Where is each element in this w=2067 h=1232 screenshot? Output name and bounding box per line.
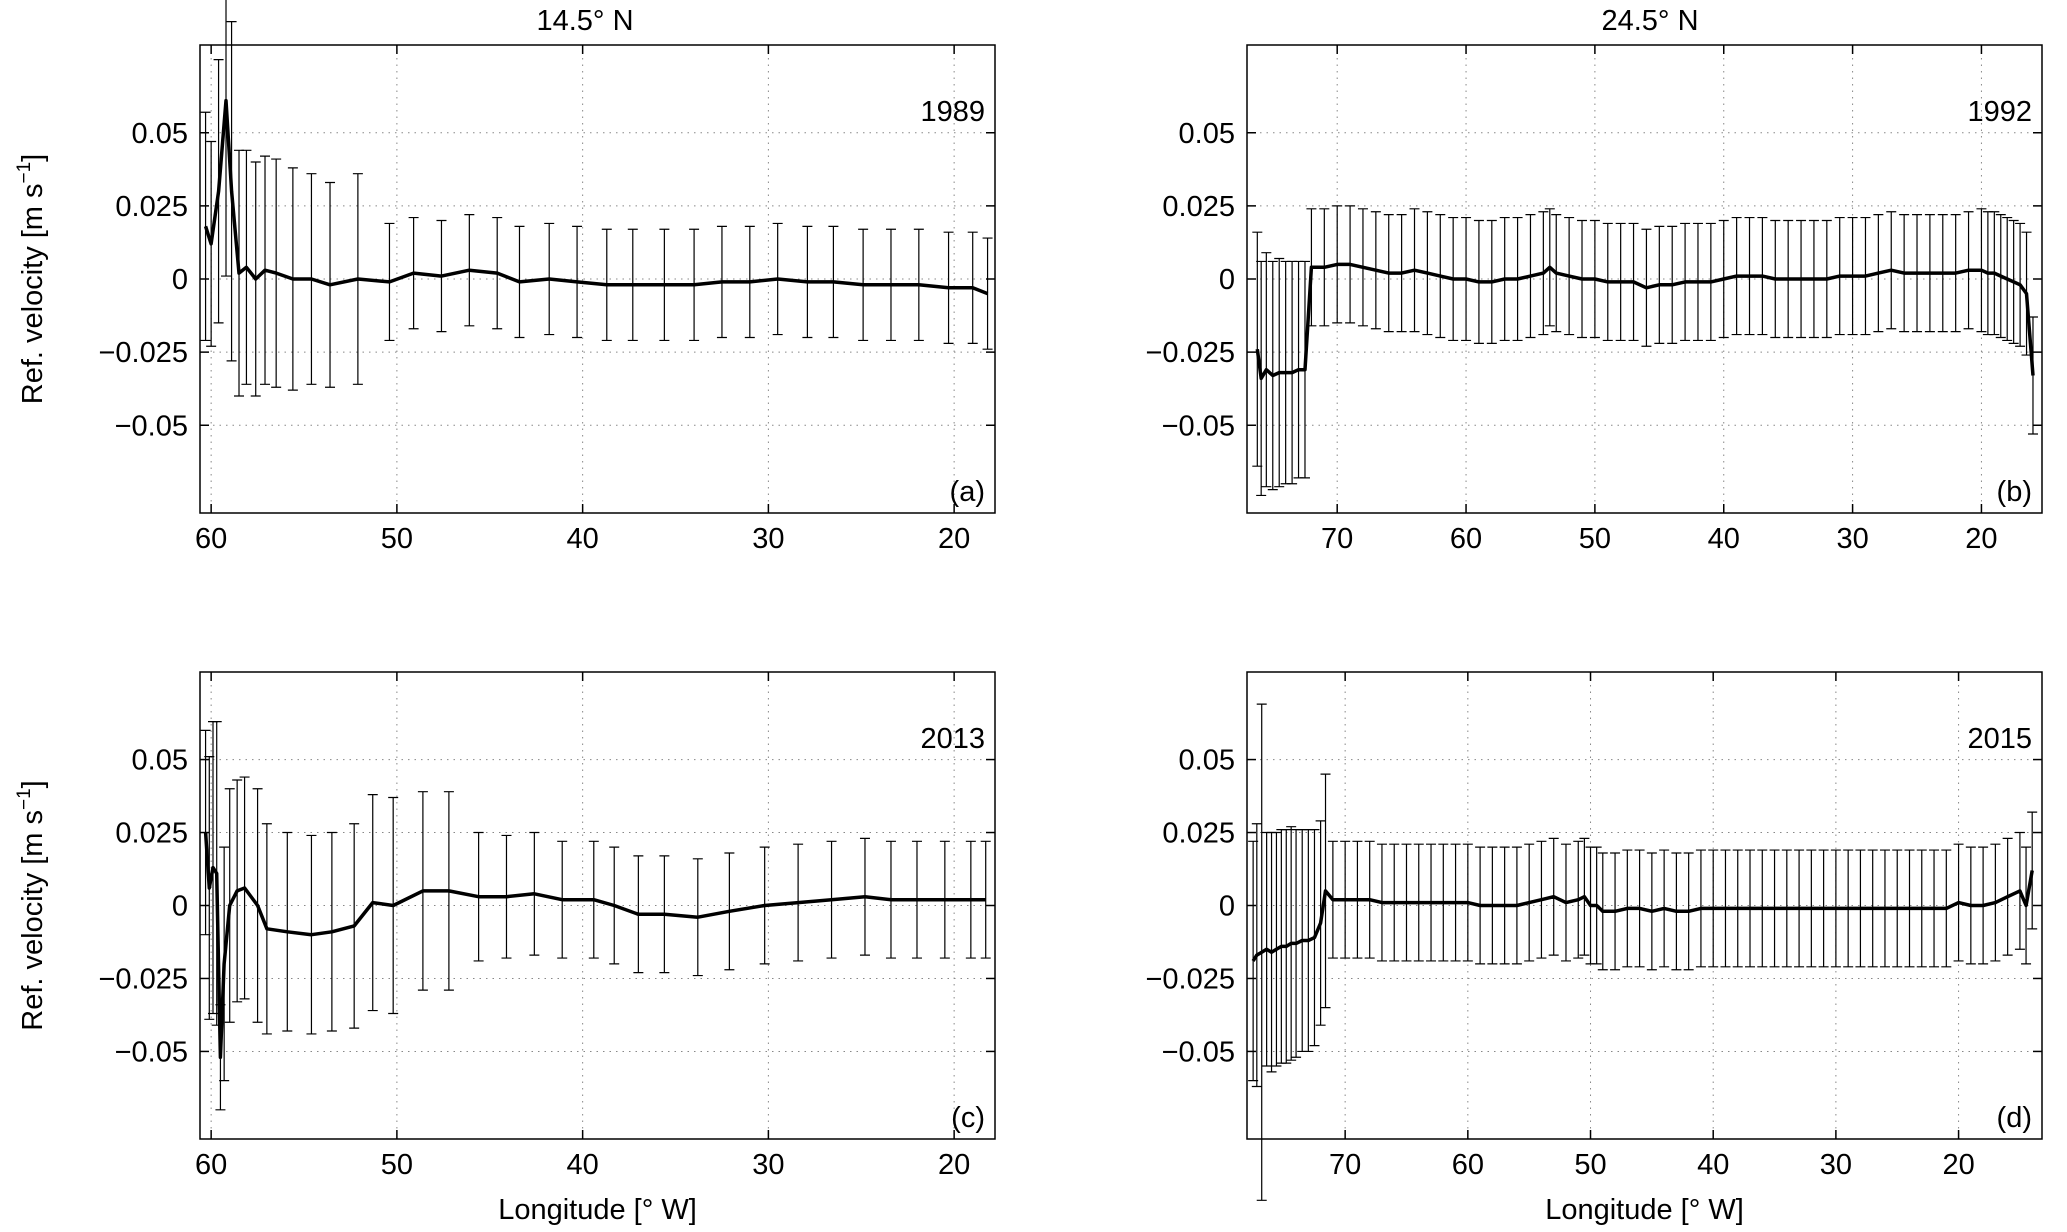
x-tick-label: 50 — [381, 1149, 413, 1181]
x-tick-label: 40 — [567, 523, 599, 555]
y-axis-label-bracket: ] — [17, 780, 49, 788]
x-tick-label: 50 — [1579, 523, 1611, 555]
x-tick-label: 50 — [381, 523, 413, 555]
panel-label: (c) — [951, 1102, 985, 1134]
x-tick-label: 20 — [1965, 523, 1997, 555]
panel-c: 60 50 40 30 20 −0.05 −0.025 0 0.025 0.05 2013 (c) Re… — [14, 671, 996, 1226]
x-tick-label: 70 — [1321, 523, 1353, 555]
series-line — [203, 98, 989, 296]
panel-d: 70 60 50 40 30 20 −0.05 −0.025 0 0.025 0.05 2015 (d)… — [1145, 671, 2043, 1226]
series-line — [1255, 262, 2035, 381]
x-tick-label: 60 — [195, 1149, 227, 1181]
y-tick-label: 0 — [172, 891, 188, 923]
panel-b: 70 60 50 40 30 20 −0.05 −0.025 0 0.025 0.05 1992 (b) — [1145, 44, 2043, 555]
x-tick-label: 40 — [1697, 1149, 1729, 1181]
y-tick-label: 0.05 — [1179, 745, 1235, 777]
year-label: 2013 — [920, 723, 985, 755]
y-tick-label: −0.025 — [98, 963, 188, 995]
y-tick-label: −0.05 — [115, 1036, 188, 1068]
y-tick-label: 0.025 — [115, 191, 188, 223]
error-bar — [980, 840, 991, 959]
error-bar — [2027, 811, 2038, 930]
column-titles: 14.5° N 24.5° N — [536, 5, 1698, 37]
y-axis-label: Ref. velocity [m s−1] — [14, 780, 49, 1031]
y-axis-label: Ref. velocity [m s−1] — [14, 154, 49, 405]
x-tick-label: 50 — [1574, 1149, 1606, 1181]
y-axis-label-text: Ref. velocity [m s — [17, 810, 49, 1031]
x-tick-label: 30 — [1836, 523, 1868, 555]
y-tick-label: 0.05 — [132, 745, 188, 777]
y-axis-label-exponent: −1 — [14, 162, 35, 184]
x-tick-label: 60 — [1450, 523, 1482, 555]
x-tick-label: 40 — [567, 1149, 599, 1181]
x-tick-label: 30 — [1820, 1149, 1852, 1181]
x-tick-label: 20 — [1942, 1149, 1974, 1181]
series-line — [1251, 870, 2034, 962]
x-tick-label: 20 — [938, 1149, 970, 1181]
y-tick-label: 0.025 — [1162, 818, 1235, 850]
x-tick-label: 30 — [752, 523, 784, 555]
panel-a: 60 50 40 30 20 −0.05 −0.025 0 0.025 0.05 1989 (a) Re… — [14, 0, 996, 555]
x-axis-label: Longitude [° W] — [498, 1194, 697, 1226]
year-label: 2015 — [1967, 723, 2032, 755]
y-tick-label: −0.025 — [1145, 337, 1235, 369]
column-title-left: 14.5° N — [536, 5, 633, 37]
x-tick-label: 60 — [1452, 1149, 1484, 1181]
y-tick-label: 0 — [172, 264, 188, 296]
y-tick-label: 0.025 — [1162, 191, 1235, 223]
y-tick-label: 0.025 — [115, 818, 188, 850]
error-bars — [1248, 703, 2038, 1201]
x-tick-label: 40 — [1708, 523, 1740, 555]
x-tick-label: 20 — [938, 523, 970, 555]
error-bars — [200, 721, 991, 1111]
y-tick-label: −0.05 — [1162, 410, 1235, 442]
y-tick-label: 0 — [1219, 891, 1235, 923]
y-tick-label: 0.05 — [132, 118, 188, 150]
y-axis-label-exponent: −1 — [14, 788, 35, 810]
y-axis-label-text: Ref. velocity [m s — [17, 183, 49, 404]
x-tick-label: 70 — [1329, 1149, 1361, 1181]
series-line — [203, 832, 986, 1060]
y-tick-label: −0.05 — [115, 410, 188, 442]
year-label: 1992 — [1967, 96, 2032, 128]
panel-label: (d) — [1997, 1102, 2032, 1134]
column-title-right: 24.5° N — [1601, 5, 1698, 37]
y-tick-label: −0.025 — [1145, 963, 1235, 995]
y-tick-label: −0.025 — [98, 337, 188, 369]
year-label: 1989 — [920, 96, 985, 128]
panel-label: (b) — [1997, 476, 2032, 508]
panels: 60 50 40 30 20 −0.05 −0.025 0 0.025 0.05 1989 (a) Re… — [14, 0, 2043, 1226]
x-axis-label: Longitude [° W] — [1545, 1194, 1744, 1226]
y-tick-label: 0 — [1219, 264, 1235, 296]
x-tick-label: 30 — [752, 1149, 784, 1181]
error-bars — [1252, 205, 2038, 497]
x-tick-label: 60 — [195, 523, 227, 555]
panel-label: (a) — [950, 476, 985, 508]
y-tick-label: 0.05 — [1179, 118, 1235, 150]
y-axis-label-bracket: ] — [17, 154, 49, 162]
y-tick-label: −0.05 — [1162, 1036, 1235, 1068]
